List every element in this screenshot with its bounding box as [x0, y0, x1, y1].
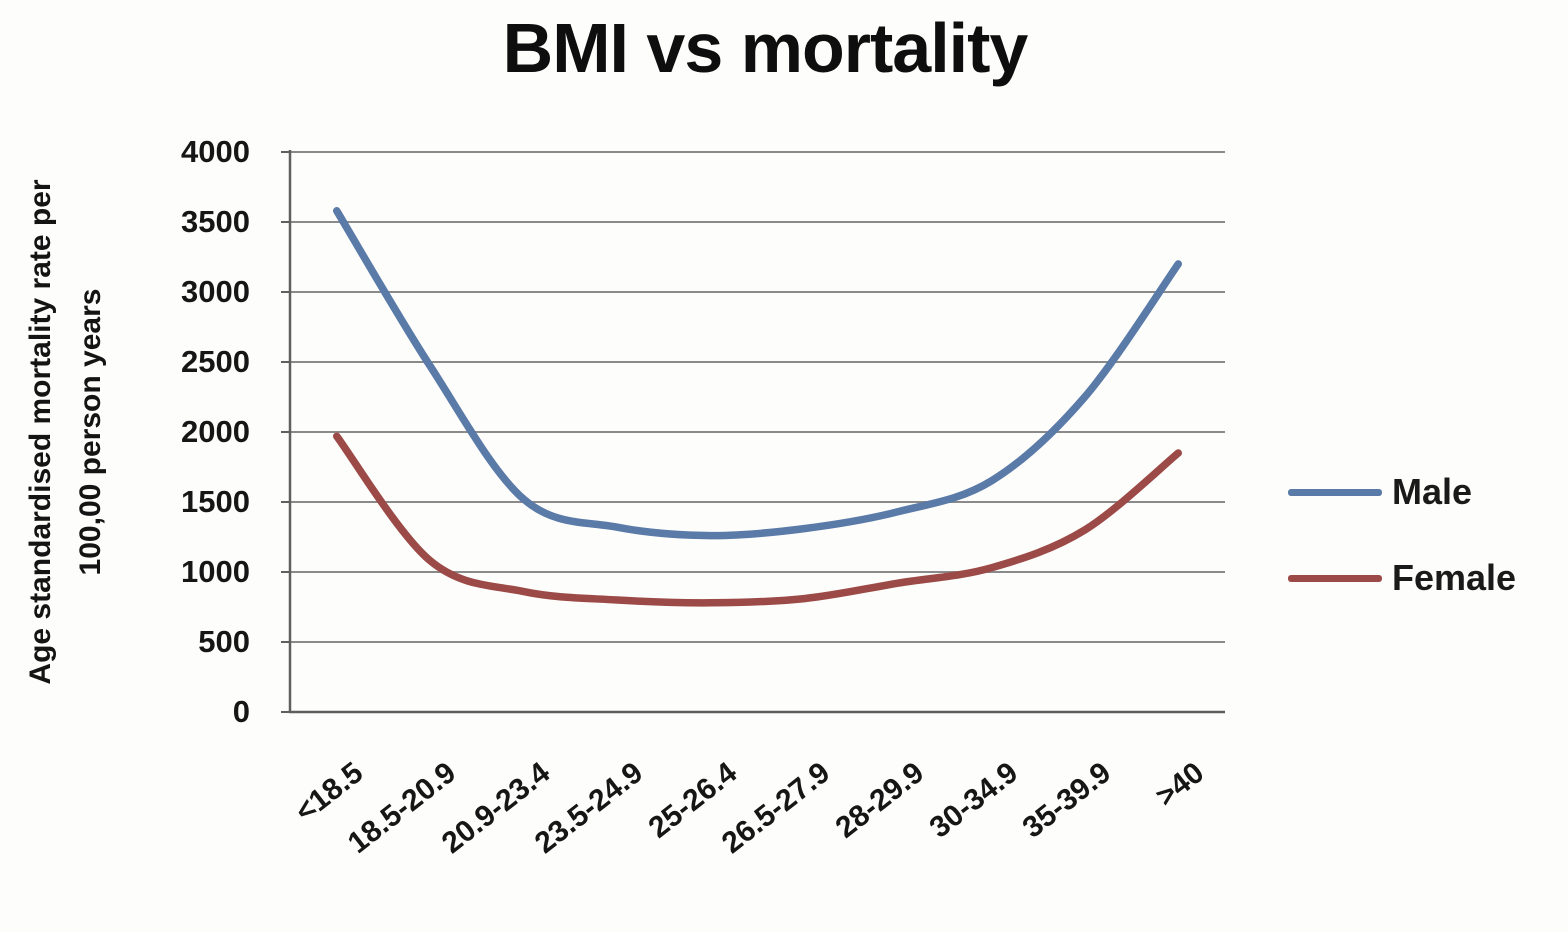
legend-male-line-swatch	[1288, 488, 1382, 496]
y-tick-label: 2500	[181, 344, 250, 379]
x-tick-label: 35-39.9	[1016, 756, 1118, 845]
y-axis-tick-labels: 0 500 1000 1500 2000 2500 3000 3500 4000	[0, 0, 250, 932]
x-tick-label: <18.5	[288, 756, 370, 829]
y-tick-label: 4000	[181, 134, 250, 169]
legend-male-label: Male	[1392, 471, 1473, 512]
legend-item-female: Female	[1288, 548, 1516, 608]
series-line-female	[333, 432, 1182, 607]
y-tick-label: 500	[198, 624, 250, 659]
y-tick-label: 2000	[181, 414, 250, 449]
legend-female-label: Female	[1392, 557, 1517, 598]
y-tick-label: 3000	[181, 274, 250, 309]
x-tick-label: >40	[1150, 756, 1211, 814]
y-tick-label: 3500	[181, 204, 250, 239]
y-tick-label: 0	[232, 694, 250, 729]
y-tick-label: 1500	[181, 484, 250, 519]
legend-female-line-swatch	[1288, 574, 1382, 582]
chart-title: BMI vs mortality	[502, 9, 1029, 87]
series-line-male	[333, 207, 1182, 540]
x-tick-label: 30-34.9	[923, 756, 1024, 845]
legend-item-male: Male	[1288, 462, 1516, 522]
legend: Male Female	[1288, 462, 1516, 634]
x-tick-label: 28-29.9	[829, 756, 931, 845]
y-tick-label: 1000	[181, 554, 250, 589]
